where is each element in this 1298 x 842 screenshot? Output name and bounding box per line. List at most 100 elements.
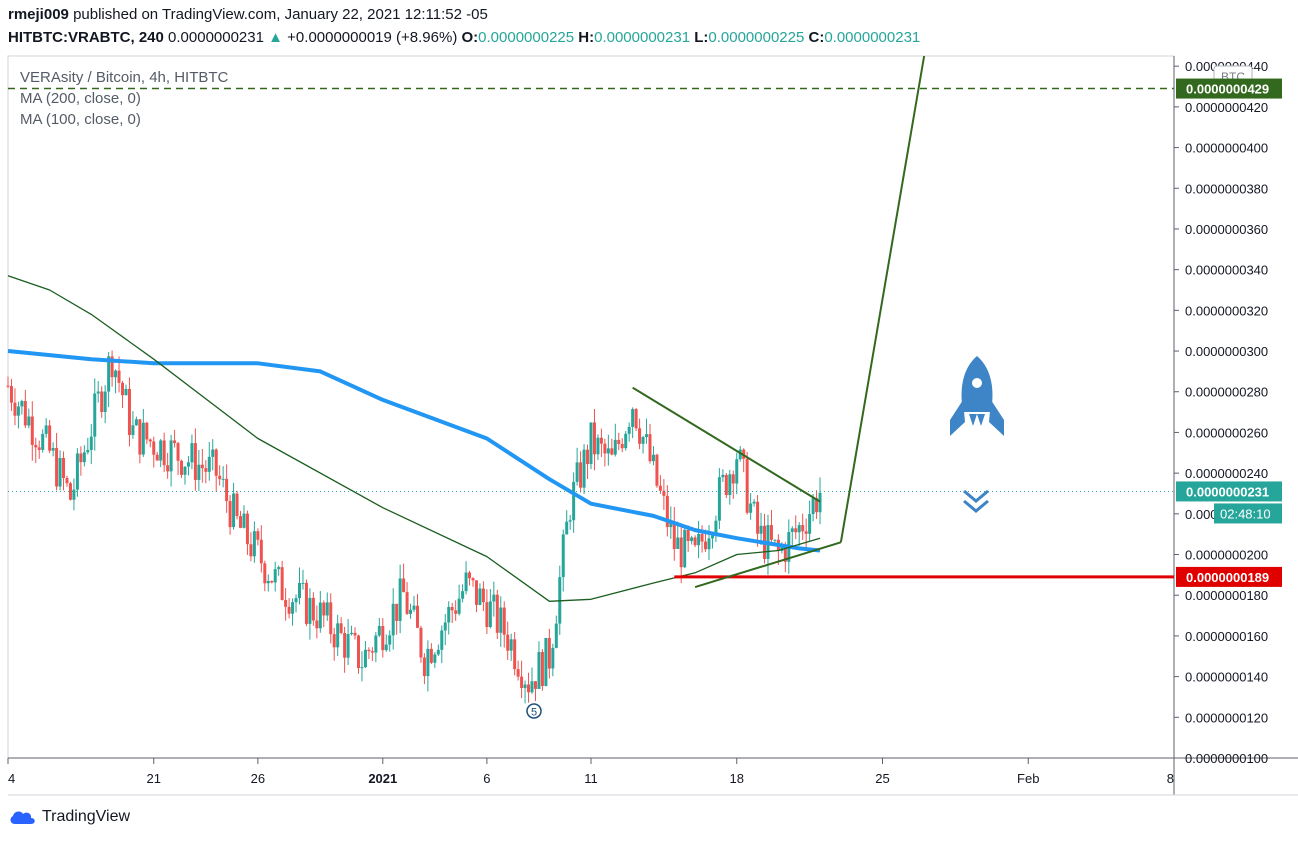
candle-body <box>273 569 277 583</box>
candle-body <box>239 516 243 528</box>
price-axis[interactable]: 0.00000004400.00000004200.00000004000.00… <box>1174 59 1268 766</box>
axis-labels: 0.0000000429 0.0000000231 0.0000000189 02:4… <box>1176 78 1282 587</box>
candle-body <box>193 443 197 480</box>
countdown-text: 02:48:10 <box>1220 506 1271 521</box>
candle-body <box>690 537 694 542</box>
candle-body <box>471 578 475 581</box>
rocket-icon <box>950 356 1004 436</box>
candle-body <box>443 622 447 631</box>
published-text: published on TradingView.com, January 22… <box>73 6 488 23</box>
candle-body <box>298 582 301 599</box>
candle-body <box>391 603 395 636</box>
candle-body <box>245 513 249 545</box>
countdown-badge <box>1214 503 1282 524</box>
candle-body <box>617 439 621 444</box>
candle-body <box>134 419 138 426</box>
candle-body <box>731 474 735 484</box>
candle-body <box>127 388 131 436</box>
candle-body <box>769 525 773 540</box>
candle-body <box>679 537 683 568</box>
candle-body <box>65 478 69 484</box>
price-tick-label: 0.0000000420 <box>1185 100 1268 115</box>
candle-body <box>804 531 808 534</box>
candle-body <box>291 602 295 614</box>
wave-five-marker: 5 <box>526 703 542 719</box>
candle-body <box>353 632 357 636</box>
candle-body <box>183 466 187 475</box>
candle-body <box>384 644 388 651</box>
candle-body <box>363 649 367 668</box>
candle-body <box>592 422 596 455</box>
candle-body <box>461 591 465 599</box>
price-tick-label: 0.0000000160 <box>1185 629 1268 644</box>
author-name[interactable]: rmeji009 <box>8 6 69 23</box>
candle-body <box>582 449 586 488</box>
candle-body <box>655 454 659 486</box>
time-tick-label: 2021 <box>368 771 397 786</box>
candle-body <box>332 634 336 648</box>
price-tick-label: 0.0000000380 <box>1185 181 1268 196</box>
drawings[interactable] <box>8 55 1174 589</box>
candle-body <box>565 521 569 535</box>
legend-ma100[interactable]: MA (100, close, 0) <box>20 111 141 128</box>
candle-body <box>325 602 329 616</box>
support-trendline[interactable] <box>694 541 842 589</box>
candle-body <box>124 388 128 396</box>
legend-ma200[interactable]: MA (200, close, 0) <box>20 90 141 107</box>
candle-body <box>252 531 256 557</box>
candle-body <box>717 477 721 521</box>
candle-body <box>141 422 145 455</box>
projection-trendline[interactable] <box>839 55 926 543</box>
up-arrow-icon: ▲ <box>268 29 283 46</box>
candle-body <box>287 606 291 614</box>
high-label: H: <box>578 29 595 46</box>
ma200-line <box>7 349 821 553</box>
candle-body <box>110 356 114 378</box>
candle-body <box>58 457 62 487</box>
candle-body <box>93 393 97 437</box>
candle-body <box>728 474 732 496</box>
resistance-trendline[interactable] <box>632 386 821 503</box>
candle-body <box>284 599 288 607</box>
candle-body <box>343 633 347 658</box>
candle-body <box>797 525 801 533</box>
candle-body <box>631 409 635 427</box>
candle-body <box>346 634 350 658</box>
candle-body <box>412 605 416 610</box>
candle-body <box>159 440 163 461</box>
candle-body <box>714 520 718 536</box>
candle-body <box>811 498 815 515</box>
price-tick-label: 0.0000000260 <box>1185 425 1268 440</box>
candle-body <box>329 602 333 635</box>
time-tick-label: 11 <box>584 771 598 786</box>
candle-body <box>457 598 461 614</box>
candle-body <box>422 657 426 677</box>
brand-name: TradingView <box>42 808 131 825</box>
candle-body <box>356 635 360 669</box>
price-tick-label: 0.0000000360 <box>1185 222 1268 237</box>
candle-body <box>433 654 437 663</box>
candle-body <box>180 460 184 475</box>
candle-body <box>9 386 13 403</box>
chart-legend: VERAsity / Bitcoin, 4h, HITBTC MA (200, … <box>20 67 228 130</box>
price-tick-label: 0.0000000300 <box>1185 344 1268 359</box>
time-axis[interactable]: 4 21 26 2021 6 11 18 25 Feb 8 <box>7 758 1175 786</box>
candle-body <box>468 572 472 579</box>
price-tick-label: 0.0000000320 <box>1185 303 1268 318</box>
candle-body <box>374 635 378 653</box>
candles <box>6 350 822 704</box>
candle-body <box>145 422 149 440</box>
candle-body <box>169 440 173 472</box>
candle-body <box>308 597 312 624</box>
tradingview-logo[interactable]: TradingView <box>8 808 130 826</box>
candle-body <box>485 602 489 628</box>
price-tick-label: 0.0000000240 <box>1185 466 1268 481</box>
candle-body <box>263 563 267 584</box>
plot-frame <box>7 55 1175 759</box>
legend-title[interactable]: VERAsity / Bitcoin, 4h, HITBTC <box>20 69 229 86</box>
candle-body <box>492 594 496 602</box>
candle-body <box>436 649 440 655</box>
candle-body <box>651 454 655 462</box>
candle-body <box>225 478 229 502</box>
